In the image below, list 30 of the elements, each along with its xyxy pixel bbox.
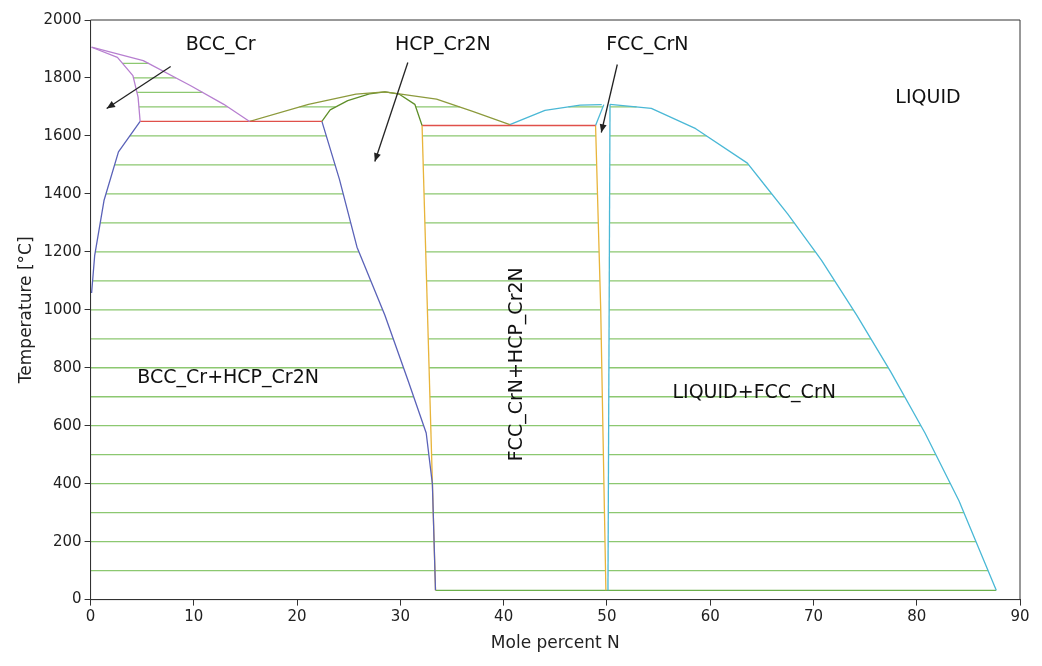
y-tick-label: 400 [52, 473, 82, 492]
y-tick-label: 1800 [43, 67, 82, 86]
x-tick-label: 10 [184, 607, 204, 626]
x-tick-label: 60 [700, 607, 720, 626]
x-tick-label: 20 [287, 607, 307, 626]
x-tick-label: 50 [597, 607, 617, 626]
annotation: HCP_Cr2N [394, 32, 491, 56]
x-tick-label: 90 [1010, 607, 1030, 626]
y-tick-label: 1600 [43, 125, 82, 144]
x-axis-title: Mole percent N [490, 632, 620, 653]
y-tick-label: 200 [52, 531, 82, 550]
x-tick-label: 40 [494, 607, 514, 626]
y-tick-label: 2000 [43, 9, 82, 28]
annotation: LIQUID+FCC_CrN [672, 379, 836, 403]
y-axis-title: Temperature [°C] [14, 236, 35, 385]
x-tick-label: 0 [85, 607, 96, 626]
annotation: FCC_CrN+HCP_Cr2N [504, 267, 528, 462]
y-tick-label: 1000 [43, 299, 82, 318]
x-tick-label: 70 [803, 607, 824, 626]
annotation: BCC_Cr [185, 32, 256, 56]
y-tick-label: 1400 [43, 183, 82, 202]
x-tick-label: 80 [907, 607, 927, 626]
y-tick-label: 600 [52, 415, 82, 434]
annotation: LIQUID [895, 85, 961, 108]
y-tick-label: 800 [52, 357, 82, 376]
x-tick-label: 30 [390, 607, 410, 626]
annotation: BCC_Cr+HCP_Cr2N [137, 365, 319, 389]
annotation: FCC_CrN [606, 32, 689, 56]
y-tick-label: 0 [72, 589, 82, 608]
y-tick-label: 1200 [43, 241, 82, 260]
